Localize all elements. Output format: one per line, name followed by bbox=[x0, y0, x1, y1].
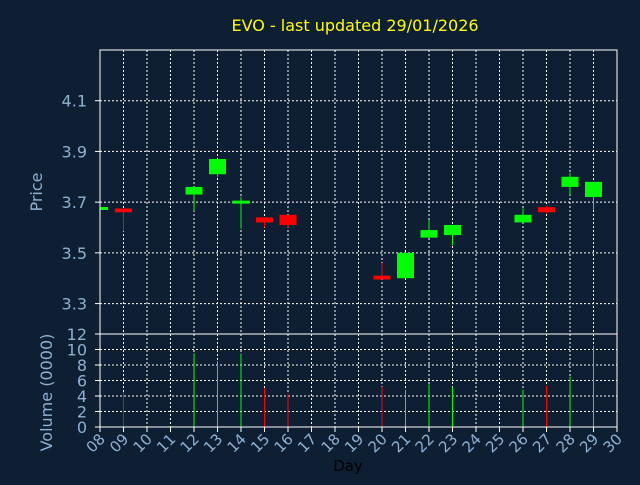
volume-tick-label: 2 bbox=[77, 403, 87, 422]
day-tick-label: 12 bbox=[177, 430, 203, 456]
day-tick-label: 13 bbox=[200, 430, 226, 456]
day-tick-label: 17 bbox=[294, 430, 320, 456]
day-tick-label: 18 bbox=[318, 430, 344, 456]
candle-up bbox=[185, 186, 203, 212]
candle-up bbox=[514, 208, 532, 223]
candle-body bbox=[561, 176, 579, 187]
day-tick-label: 16 bbox=[271, 430, 297, 456]
day-tick-label: 15 bbox=[247, 430, 273, 456]
candle-down bbox=[279, 214, 297, 228]
price-tick-label: 3.3 bbox=[62, 295, 87, 314]
day-tick-label: 23 bbox=[435, 430, 461, 456]
candle-body bbox=[279, 214, 297, 225]
volume-tick-label: 4 bbox=[77, 387, 87, 406]
candle-up bbox=[232, 197, 250, 229]
candle-down bbox=[373, 263, 391, 280]
day-tick-label: 11 bbox=[153, 430, 179, 456]
candle-body bbox=[256, 217, 273, 223]
candle-down bbox=[538, 205, 555, 214]
candle-body bbox=[209, 159, 226, 175]
candle-body bbox=[538, 207, 555, 213]
candle-body bbox=[444, 224, 461, 236]
candle-up bbox=[397, 252, 414, 279]
day-tick-label: 22 bbox=[412, 430, 438, 456]
day-tick-label: 21 bbox=[388, 430, 414, 456]
price-candles bbox=[100, 159, 602, 280]
volume-bars bbox=[123, 345, 594, 427]
day-tick-label: 27 bbox=[529, 430, 555, 456]
price-grid bbox=[99, 50, 618, 334]
candle-up bbox=[585, 181, 602, 210]
candle-body bbox=[100, 206, 108, 210]
candle-body bbox=[585, 181, 602, 198]
volume-tick-label: 10 bbox=[67, 341, 87, 360]
day-tick-label: 14 bbox=[224, 430, 250, 456]
candle-up bbox=[561, 172, 579, 195]
day-tick-label: 09 bbox=[106, 430, 132, 456]
candle-up bbox=[100, 206, 108, 210]
candle-up bbox=[209, 159, 226, 177]
candle-body bbox=[514, 214, 532, 223]
price-y-axis-label: Price bbox=[27, 172, 46, 211]
volume-tick-label: 6 bbox=[77, 372, 87, 391]
day-tick-label: 25 bbox=[482, 430, 508, 456]
chart-title: EVO - last updated 29/01/2026 bbox=[231, 16, 478, 35]
price-tick-label: 3.9 bbox=[62, 142, 87, 161]
volume-tick-label: 8 bbox=[77, 356, 87, 375]
day-tick-label: 28 bbox=[553, 430, 579, 456]
candle-body bbox=[397, 252, 414, 279]
day-x-ticks: 0809101112131415161718192021222324252627… bbox=[83, 427, 626, 456]
volume-tick-label: 0 bbox=[77, 418, 87, 437]
candle-down bbox=[256, 217, 273, 228]
day-tick-label: 24 bbox=[459, 430, 485, 456]
day-tick-label: 10 bbox=[130, 430, 156, 456]
price-y-ticks: 3.3 3.5 3.7 3.9 4.1 bbox=[62, 92, 100, 314]
day-tick-label: 30 bbox=[600, 430, 626, 456]
day-x-axis-label: Day bbox=[333, 457, 363, 475]
candle-body bbox=[115, 208, 132, 213]
price-tick-label: 3.7 bbox=[62, 193, 87, 212]
day-tick-label: 19 bbox=[341, 430, 367, 456]
candle-down bbox=[115, 208, 132, 232]
candle-body bbox=[420, 230, 438, 238]
price-tick-label: 3.5 bbox=[62, 244, 87, 263]
price-tick-label: 4.1 bbox=[62, 92, 87, 111]
candle-body bbox=[232, 200, 250, 204]
day-tick-label: 29 bbox=[576, 430, 602, 456]
candle-up bbox=[444, 224, 461, 246]
candle-body bbox=[373, 275, 391, 280]
day-tick-label: 20 bbox=[365, 430, 391, 456]
candle-up bbox=[420, 219, 438, 238]
volume-grid bbox=[99, 333, 618, 428]
candle-body bbox=[185, 186, 203, 195]
day-tick-label: 26 bbox=[506, 430, 532, 456]
volume-y-axis-label: Volume (0000) bbox=[37, 334, 56, 452]
volume-tick-label: 12 bbox=[67, 325, 87, 344]
